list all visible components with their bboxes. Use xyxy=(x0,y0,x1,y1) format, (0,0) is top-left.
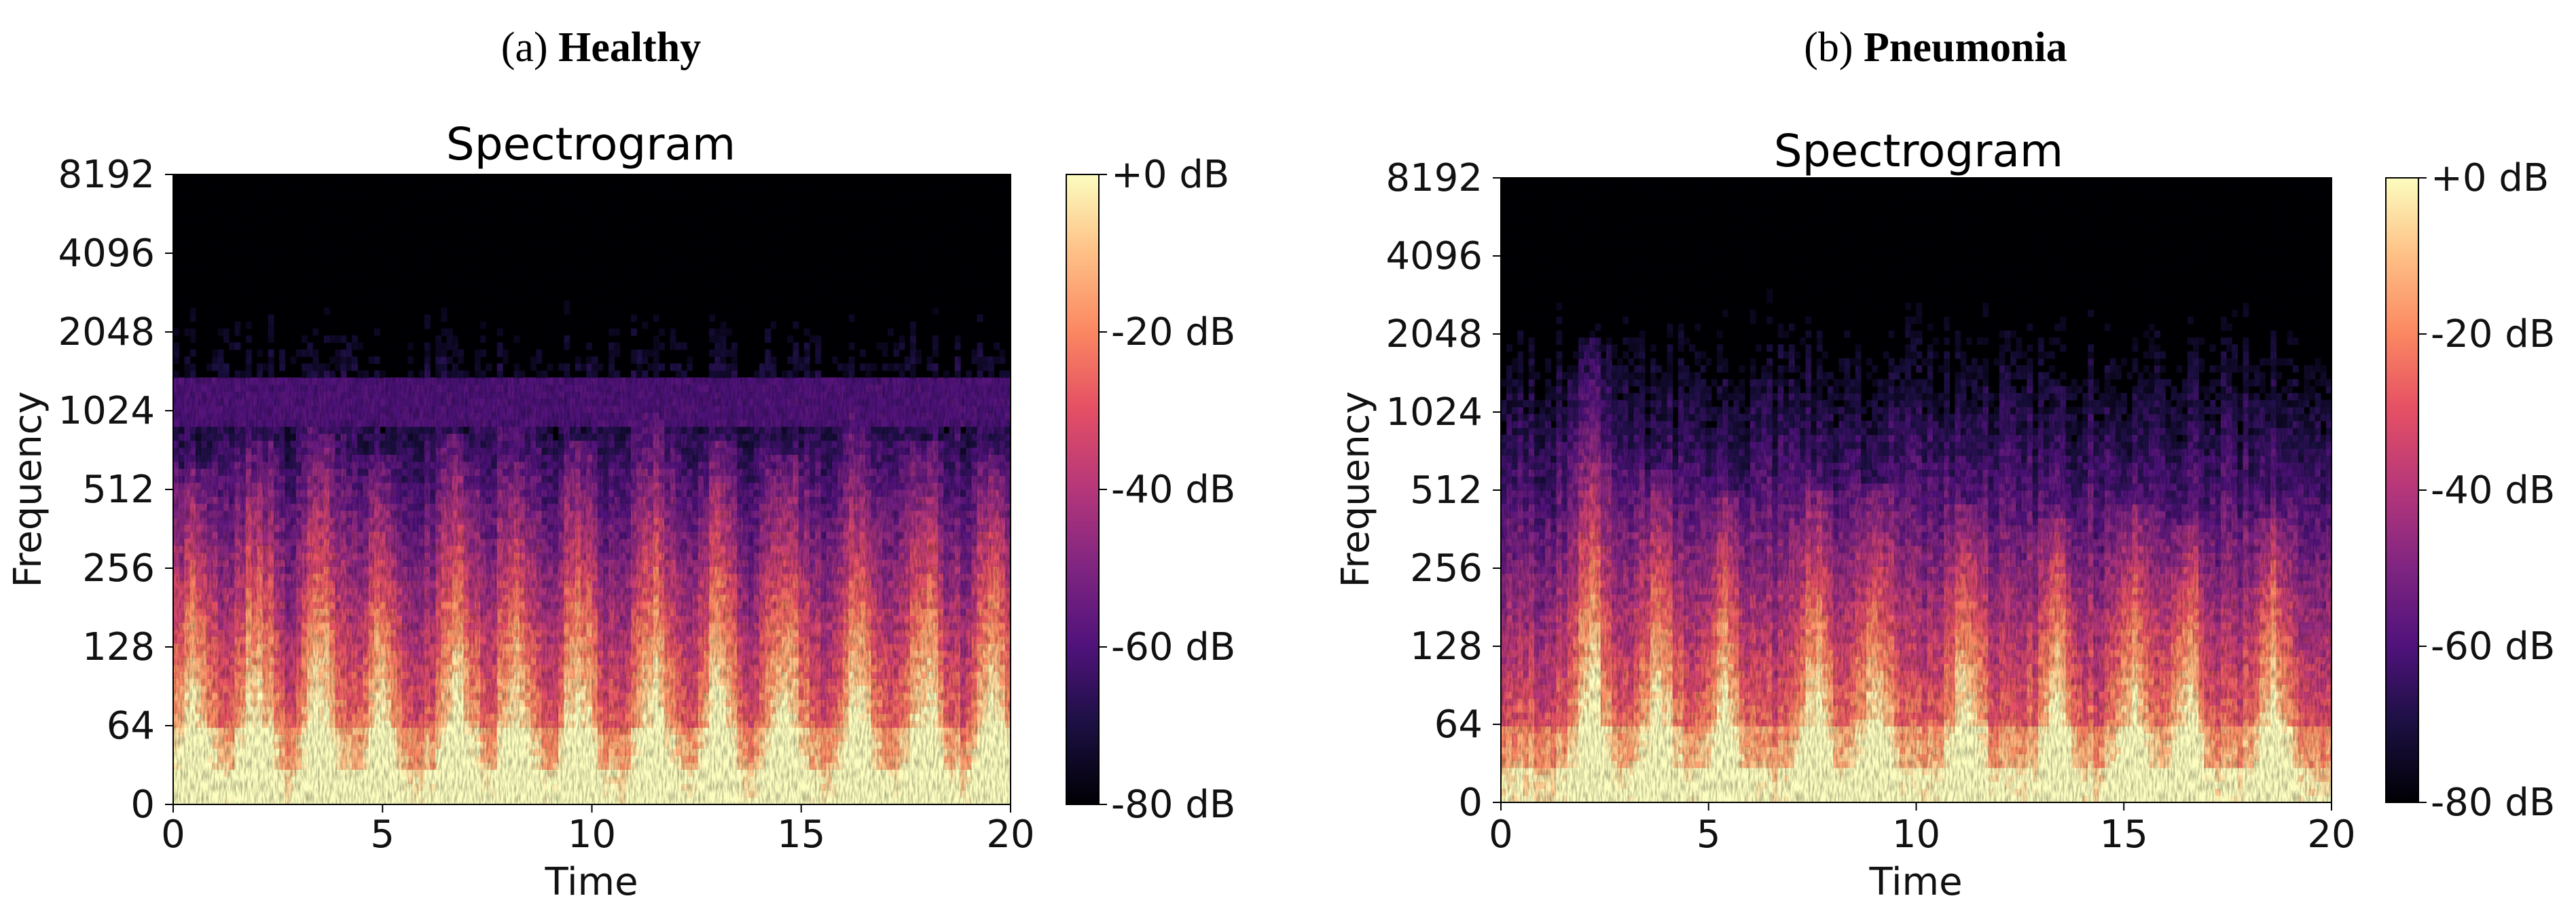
chart-title: Spectrogram xyxy=(446,118,736,170)
panel-healthy: (a) Healthy Spectrogram 0641282565121024… xyxy=(6,24,1235,904)
spectrogram-plot-area xyxy=(173,174,1011,805)
panel-name: Healthy xyxy=(558,24,701,71)
panel-title-healthy: (a) Healthy xyxy=(501,24,701,71)
panel-letter: (a) xyxy=(501,24,548,71)
